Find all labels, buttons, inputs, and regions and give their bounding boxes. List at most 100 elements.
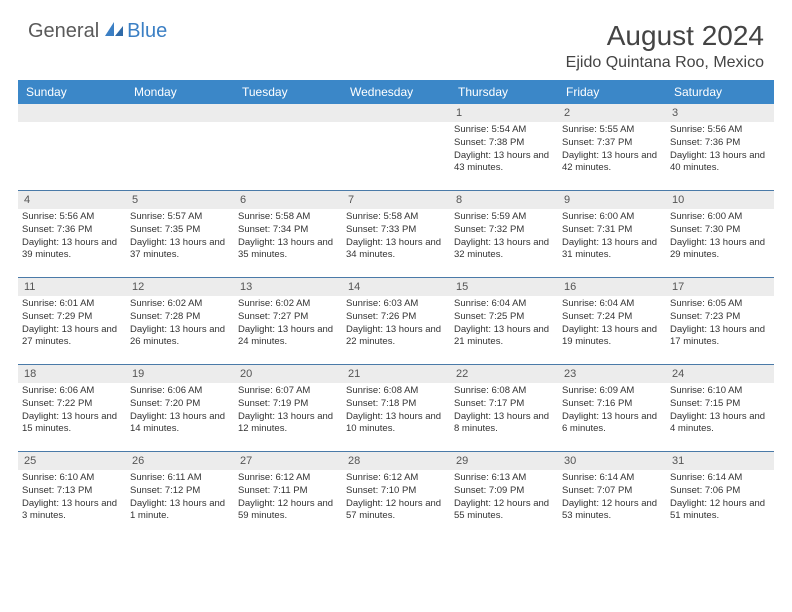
logo: General Blue — [28, 20, 167, 43]
day-number: 7 — [342, 191, 450, 209]
sunrise-line: Sunrise: 6:06 AM — [130, 385, 230, 398]
sunset-line: Sunset: 7:07 PM — [562, 485, 662, 498]
daylight-line: Daylight: 12 hours and 59 minutes. — [238, 498, 338, 524]
calendar-cell: 29Sunrise: 6:13 AMSunset: 7:09 PMDayligh… — [450, 452, 558, 538]
logo-sail-icon — [103, 20, 125, 43]
day-number: 29 — [450, 452, 558, 470]
title-block: August 2024 Ejido Quintana Roo, Mexico — [566, 20, 764, 72]
sunrise-line: Sunrise: 5:58 AM — [346, 211, 446, 224]
day-number: 12 — [126, 278, 234, 296]
sunset-line: Sunset: 7:31 PM — [562, 224, 662, 237]
day-headers-row: SundayMondayTuesdayWednesdayThursdayFrid… — [18, 80, 774, 104]
day-header-monday: Monday — [126, 80, 234, 104]
day-details: Sunrise: 6:01 AMSunset: 7:29 PMDaylight:… — [18, 296, 126, 353]
daylight-line: Daylight: 13 hours and 27 minutes. — [22, 324, 122, 350]
day-number: 14 — [342, 278, 450, 296]
calendar-cell: 1Sunrise: 5:54 AMSunset: 7:38 PMDaylight… — [450, 104, 558, 190]
day-details: Sunrise: 6:05 AMSunset: 7:23 PMDaylight:… — [666, 296, 774, 353]
daylight-line: Daylight: 13 hours and 17 minutes. — [670, 324, 770, 350]
sunset-line: Sunset: 7:13 PM — [22, 485, 122, 498]
sunrise-line: Sunrise: 6:02 AM — [238, 298, 338, 311]
day-number: 5 — [126, 191, 234, 209]
calendar-cell: 8Sunrise: 5:59 AMSunset: 7:32 PMDaylight… — [450, 191, 558, 277]
sunset-line: Sunset: 7:19 PM — [238, 398, 338, 411]
day-details: Sunrise: 6:06 AMSunset: 7:22 PMDaylight:… — [18, 383, 126, 440]
daylight-line: Daylight: 13 hours and 24 minutes. — [238, 324, 338, 350]
sunset-line: Sunset: 7:30 PM — [670, 224, 770, 237]
sunset-line: Sunset: 7:38 PM — [454, 137, 554, 150]
daylight-line: Daylight: 13 hours and 40 minutes. — [670, 150, 770, 176]
day-details: Sunrise: 5:57 AMSunset: 7:35 PMDaylight:… — [126, 209, 234, 266]
sunrise-line: Sunrise: 6:11 AM — [130, 472, 230, 485]
day-number: 30 — [558, 452, 666, 470]
day-number: 25 — [18, 452, 126, 470]
day-details: Sunrise: 6:02 AMSunset: 7:28 PMDaylight:… — [126, 296, 234, 353]
calendar-cell: 30 Sunrise: 6:14 AMSunset: 7:07 PMDayligh… — [558, 452, 666, 538]
calendar-cell: 14Sunrise: 6:03 AMSunset: 7:26 PMDayligh… — [342, 278, 450, 364]
header: General Blue August 2024 Ejido Quintana … — [0, 0, 792, 80]
sunset-line: Sunset: 7:17 PM — [454, 398, 554, 411]
sunset-line: Sunset: 7:35 PM — [130, 224, 230, 237]
sunset-line: Sunset: 7:32 PM — [454, 224, 554, 237]
sunset-line: Sunset: 7:36 PM — [22, 224, 122, 237]
calendar-cell: 21Sunrise: 6:08 AMSunset: 7:18 PMDayligh… — [342, 365, 450, 451]
daylight-line: Daylight: 13 hours and 42 minutes. — [562, 150, 662, 176]
calendar-cell: 12Sunrise: 6:02 AMSunset: 7:28 PMDayligh… — [126, 278, 234, 364]
sunrise-line: Sunrise: 6:04 AM — [562, 298, 662, 311]
calendar-cell: 7Sunrise: 5:58 AMSunset: 7:33 PMDaylight… — [342, 191, 450, 277]
daylight-line: Daylight: 13 hours and 39 minutes. — [22, 237, 122, 263]
sunrise-line: Sunrise: 6:10 AM — [670, 385, 770, 398]
calendar-body: 1Sunrise: 5:54 AMSunset: 7:38 PMDaylight… — [18, 104, 774, 538]
sunrise-line: Sunrise: 5:57 AM — [130, 211, 230, 224]
calendar-cell: 25Sunrise: 6:10 AMSunset: 7:13 PMDayligh… — [18, 452, 126, 538]
sunset-line: Sunset: 7:29 PM — [22, 311, 122, 324]
daylight-line: Daylight: 13 hours and 8 minutes. — [454, 411, 554, 437]
sunset-line: Sunset: 7:16 PM — [562, 398, 662, 411]
daylight-line: Daylight: 13 hours and 4 minutes. — [670, 411, 770, 437]
sunrise-line: Sunrise: 6:09 AM — [562, 385, 662, 398]
calendar-cell — [126, 104, 234, 190]
calendar-cell: 27Sunrise: 6:12 AMSunset: 7:11 PMDayligh… — [234, 452, 342, 538]
daylight-line: Daylight: 13 hours and 26 minutes. — [130, 324, 230, 350]
calendar-cell: 3Sunrise: 5:56 AMSunset: 7:36 PMDaylight… — [666, 104, 774, 190]
sunset-line: Sunset: 7:15 PM — [670, 398, 770, 411]
daylight-line: Daylight: 13 hours and 21 minutes. — [454, 324, 554, 350]
daylight-line: Daylight: 13 hours and 43 minutes. — [454, 150, 554, 176]
daylight-line: Daylight: 13 hours and 34 minutes. — [346, 237, 446, 263]
sunrise-line: Sunrise: 6:05 AM — [670, 298, 770, 311]
daylight-line: Daylight: 12 hours and 51 minutes. — [670, 498, 770, 524]
sunset-line: Sunset: 7:09 PM — [454, 485, 554, 498]
day-header-thursday: Thursday — [450, 80, 558, 104]
sunset-line: Sunset: 7:37 PM — [562, 137, 662, 150]
sunrise-line: Sunrise: 5:58 AM — [238, 211, 338, 224]
sunset-line: Sunset: 7:27 PM — [238, 311, 338, 324]
calendar-cell: 6Sunrise: 5:58 AMSunset: 7:34 PMDaylight… — [234, 191, 342, 277]
calendar-cell — [234, 104, 342, 190]
day-details: Sunrise: 5:54 AMSunset: 7:38 PMDaylight:… — [450, 122, 558, 179]
day-number: 16 — [558, 278, 666, 296]
day-details: Sunrise: 6:12 AMSunset: 7:10 PMDaylight:… — [342, 470, 450, 527]
sunrise-line: Sunrise: 6:02 AM — [130, 298, 230, 311]
day-number: 4 — [18, 191, 126, 209]
sunset-line: Sunset: 7:24 PM — [562, 311, 662, 324]
sunrise-line: Sunrise: 6:03 AM — [346, 298, 446, 311]
month-title: August 2024 — [566, 20, 764, 52]
daylight-line: Daylight: 12 hours and 53 minutes. — [562, 498, 662, 524]
sunrise-line: Sunrise: 6:14 AM — [562, 472, 662, 485]
day-details: Sunrise: 6:12 AMSunset: 7:11 PMDaylight:… — [234, 470, 342, 527]
daylight-line: Daylight: 13 hours and 37 minutes. — [130, 237, 230, 263]
calendar-cell — [18, 104, 126, 190]
day-header-saturday: Saturday — [666, 80, 774, 104]
day-number: 6 — [234, 191, 342, 209]
day-header-sunday: Sunday — [18, 80, 126, 104]
sunrise-line: Sunrise: 6:10 AM — [22, 472, 122, 485]
day-number: 23 — [558, 365, 666, 383]
sunrise-line: Sunrise: 6:12 AM — [346, 472, 446, 485]
daylight-line: Daylight: 13 hours and 32 minutes. — [454, 237, 554, 263]
day-details: Sunrise: 6:06 AMSunset: 7:20 PMDaylight:… — [126, 383, 234, 440]
sunrise-line: Sunrise: 6:04 AM — [454, 298, 554, 311]
calendar-cell: 10Sunrise: 6:00 AMSunset: 7:30 PMDayligh… — [666, 191, 774, 277]
sunrise-line: Sunrise: 6:00 AM — [670, 211, 770, 224]
daylight-line: Daylight: 13 hours and 15 minutes. — [22, 411, 122, 437]
calendar-cell: 13Sunrise: 6:02 AMSunset: 7:27 PMDayligh… — [234, 278, 342, 364]
